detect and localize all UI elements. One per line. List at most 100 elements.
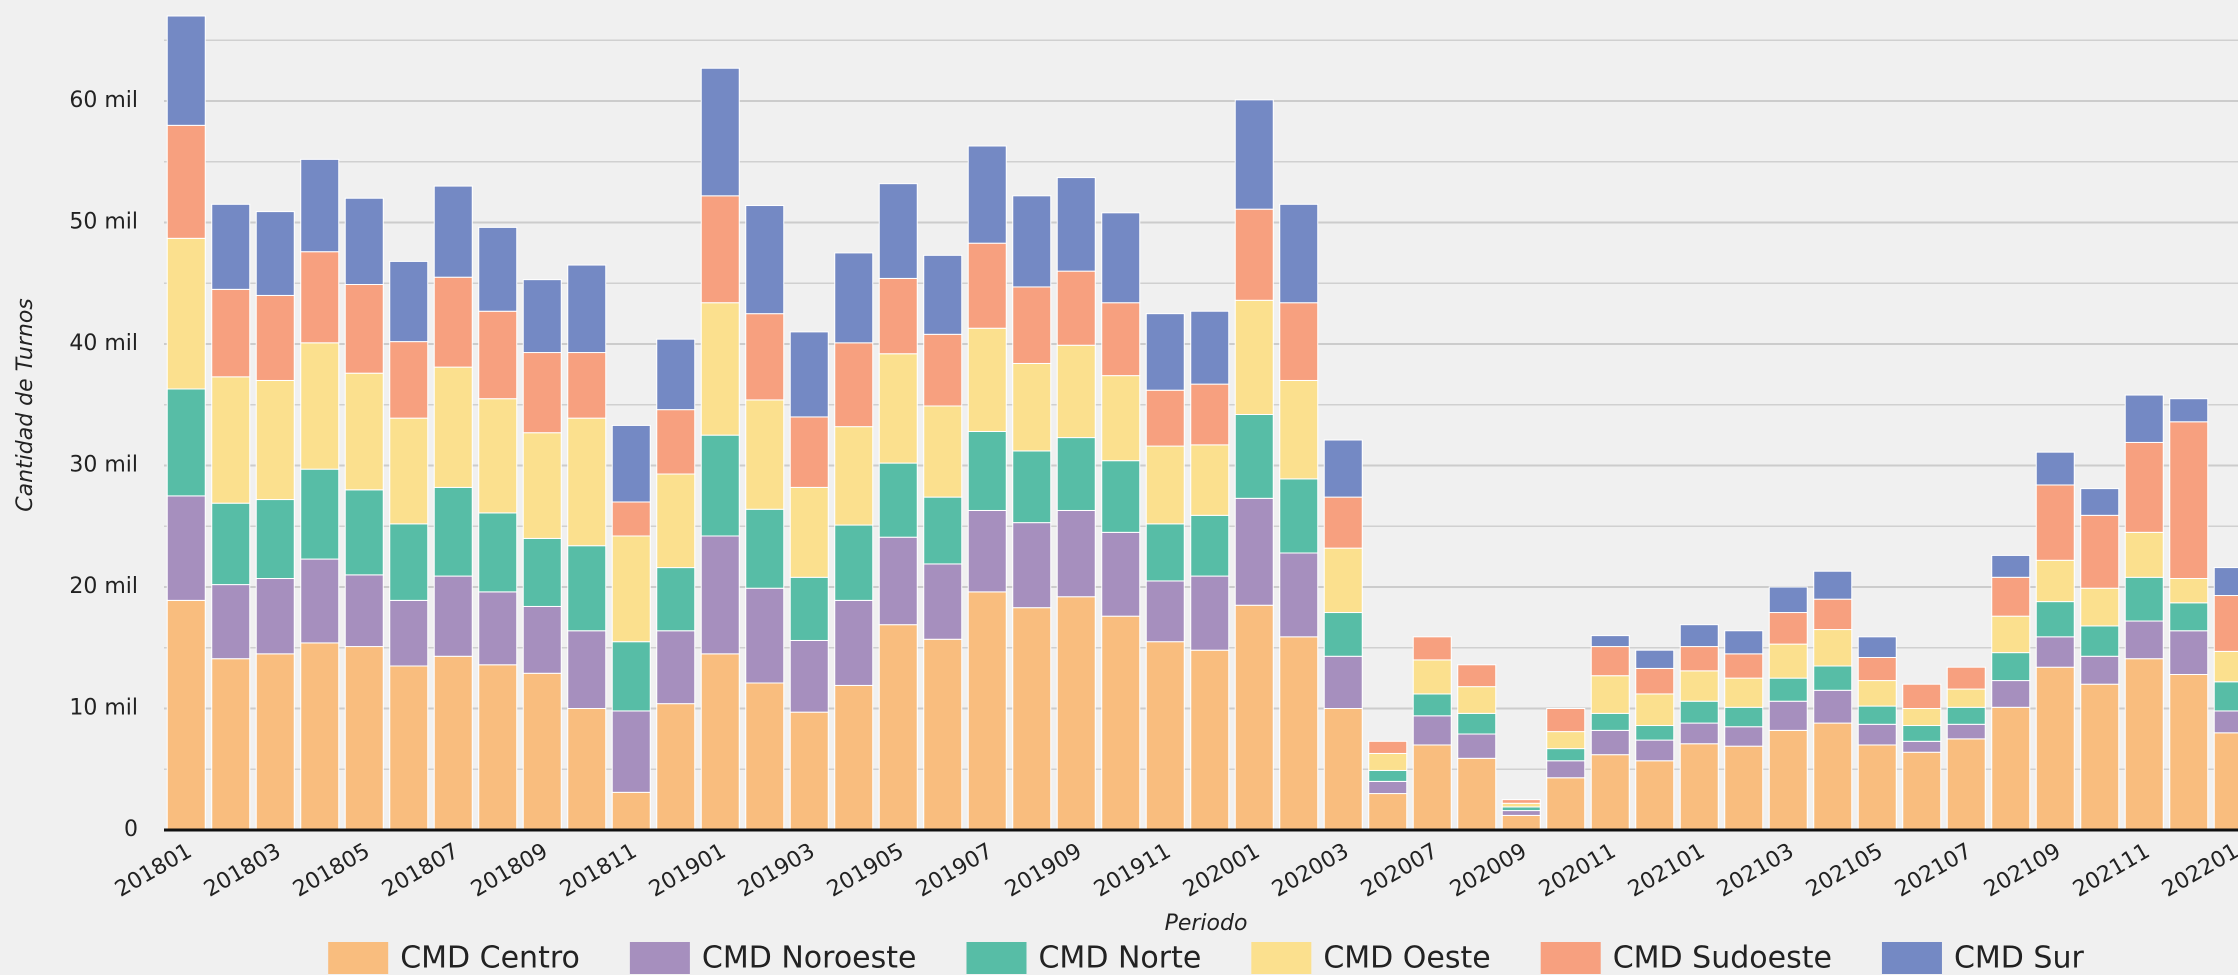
bar-segment [1412, 659, 1452, 695]
bar-segment [789, 711, 829, 831]
bar-segment [2124, 394, 2164, 443]
bar-segment [1234, 604, 1274, 831]
bar-segment [1101, 460, 1141, 533]
bar-segment [255, 653, 295, 831]
bar-segment [433, 366, 473, 488]
bar-segment [967, 591, 1007, 831]
bar-segment [1946, 738, 1986, 831]
bar-segment [478, 664, 518, 831]
bar-segment [1857, 656, 1897, 682]
legend-item: CMD Oeste [1251, 941, 1491, 975]
bar-segment [255, 294, 295, 381]
bar-segment [567, 545, 607, 632]
bar-segment [834, 252, 874, 344]
bar-segment [2213, 650, 2238, 683]
bar-segment [834, 599, 874, 686]
x-tick-label: 201807 [378, 839, 463, 903]
x-tick-label: 201903 [734, 839, 819, 903]
bar-segment [1724, 677, 1764, 708]
x-tick-label: 202107 [1891, 839, 1976, 903]
bar-segment [1857, 680, 1897, 707]
x-tick-label: 202007 [1357, 839, 1442, 903]
bar-segment [1101, 531, 1141, 617]
bar-segment [389, 599, 429, 667]
x-tick-label: 201901 [645, 839, 730, 903]
bar-segment [211, 376, 251, 504]
bar-segment [1234, 99, 1274, 210]
bar-segment [567, 630, 607, 710]
bar-segment [1813, 598, 1853, 631]
bar-segment [2080, 488, 2120, 516]
bar-segment [1501, 814, 1541, 831]
bar-segment [1056, 437, 1096, 511]
bar-segment [567, 352, 607, 419]
bar-segment [2124, 620, 2164, 660]
bar-segment [300, 468, 340, 560]
bar-segment [834, 524, 874, 601]
y-tick-label: 40 mil [69, 331, 138, 356]
bar-segment [1635, 649, 1675, 669]
bar-segment [1590, 729, 1630, 756]
bar-segment [1234, 413, 1274, 499]
x-tick-label: 202009 [1446, 839, 1531, 903]
x-tick-label: 201809 [467, 839, 552, 903]
bar-segment [522, 605, 562, 674]
bar-segment [967, 327, 1007, 433]
bar-segment [389, 417, 429, 525]
bar-segment [2080, 683, 2120, 831]
bar-segment [923, 333, 963, 407]
bar-segment [923, 405, 963, 498]
bar-segment [522, 279, 562, 354]
bar-segment [878, 462, 918, 538]
bar-segment [1323, 655, 1363, 710]
bar-segment [1368, 769, 1408, 782]
bar-segment [1457, 664, 1497, 688]
x-tick-label: 202201 [2158, 839, 2238, 903]
legend-swatch [966, 942, 1027, 974]
bar-segment [789, 331, 829, 418]
bar-segment [1457, 757, 1497, 831]
bar-segment [1635, 725, 1675, 741]
bar-segment [1679, 646, 1719, 672]
bar-segment [1991, 554, 2031, 578]
bar-segment [1946, 666, 1986, 690]
bar-segment [1145, 445, 1185, 525]
legend-label: CMD Sur [1954, 941, 2085, 975]
bar-segment [834, 342, 874, 428]
bar-segment [611, 535, 651, 643]
bar-segment [567, 264, 607, 354]
bar-segment [166, 124, 206, 239]
x-tick-label: 201907 [912, 839, 997, 903]
bar-segment [1946, 723, 1986, 740]
bar-segment [433, 655, 473, 831]
bar-segment [522, 352, 562, 434]
bar-segment [2035, 666, 2075, 831]
bar-segment [1145, 313, 1185, 391]
bar-segment [1902, 740, 1942, 753]
legend-label: CMD Centro [400, 941, 580, 975]
bar-segment [1190, 575, 1230, 651]
bar-segment [522, 537, 562, 607]
bar-segment [433, 486, 473, 577]
x-tick-label: 201911 [1090, 839, 1175, 903]
bar-segment [1590, 712, 1630, 731]
bar-segment [1279, 636, 1319, 831]
bar-segment [1279, 203, 1319, 304]
bar-segment [1145, 580, 1185, 643]
bar-segment [745, 508, 785, 589]
bar-segment [1190, 444, 1230, 516]
bar-segment [344, 283, 384, 374]
bar-segment [967, 509, 1007, 593]
bar-segment [478, 310, 518, 400]
bar-segment [700, 195, 740, 304]
bar-segment [2169, 398, 2209, 423]
bar-segment [1857, 744, 1897, 831]
bar-segment [344, 646, 384, 831]
bar-segment [878, 353, 918, 464]
bar-segment [1590, 646, 1630, 677]
bar-segment [878, 277, 918, 355]
bar-segment [1279, 478, 1319, 554]
bar-segment [1679, 722, 1719, 745]
bar-segment [1724, 706, 1764, 728]
bar-segment [789, 639, 829, 713]
